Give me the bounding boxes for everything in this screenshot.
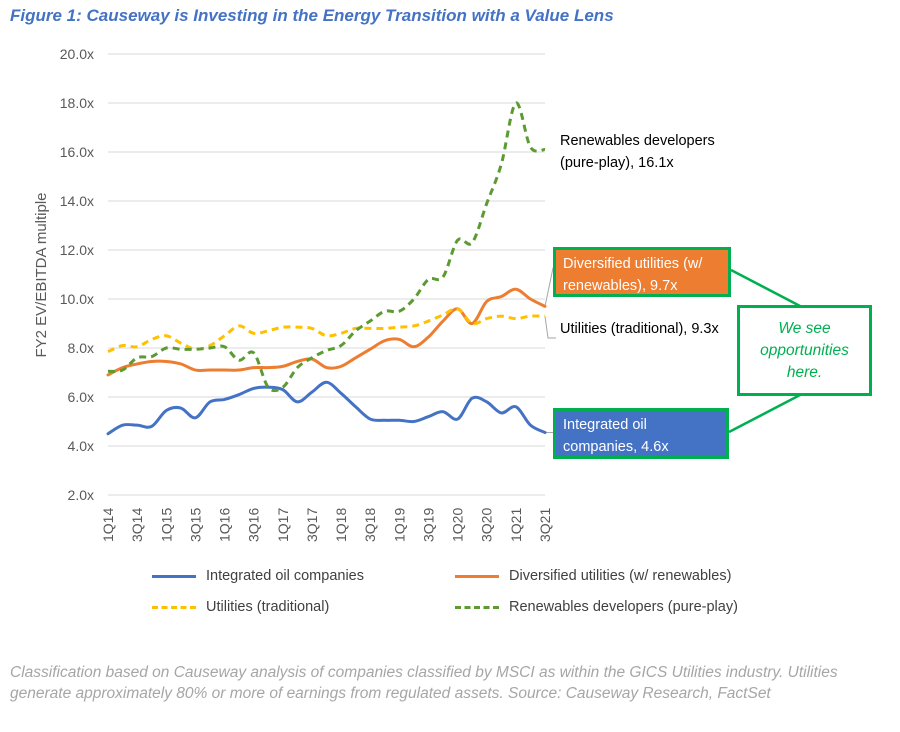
legend-item-diversified: Diversified utilities (w/ renewables)	[455, 568, 731, 584]
legend-item-oil: Integrated oil companies	[152, 568, 364, 584]
figure-title: Figure 1: Causeway is Investing in the E…	[10, 6, 614, 25]
annotation-utilities: Utilities (traditional), 9.3x	[560, 321, 719, 337]
x-tick-label: 3Q19	[420, 508, 436, 542]
legend-swatch	[455, 605, 499, 609]
callout-connector-bottom	[728, 393, 801, 434]
callout-connector-top	[730, 268, 801, 308]
y-tick-label: 4.0x	[68, 438, 94, 454]
legend-label: Integrated oil companies	[206, 568, 364, 584]
x-tick-label: 1Q21	[508, 508, 524, 542]
x-tick-label: 3Q21	[537, 508, 553, 542]
y-tick-label: 6.0x	[68, 389, 94, 405]
x-tick-label: 1Q15	[158, 508, 174, 542]
x-tick-label: 1Q18	[333, 508, 349, 542]
series-line-2	[107, 307, 546, 354]
series-line-0	[106, 380, 547, 436]
annotation-oil: Integrated oil companies, 4.6x	[553, 408, 729, 459]
x-tick-label: 1Q14	[100, 508, 116, 542]
legend-label: Diversified utilities (w/ renewables)	[509, 568, 732, 584]
y-axis-label: FY2 EV/EBITDA multiple	[33, 192, 50, 357]
legend-swatch	[152, 605, 196, 609]
y-tick-label: 16.0x	[60, 144, 94, 160]
y-tick-label: 14.0x	[60, 193, 94, 209]
x-tick-label: 1Q16	[217, 508, 233, 542]
series-line-3	[107, 101, 546, 393]
footnote: Classification based on Causeway analysi…	[10, 664, 838, 702]
legend-item-renewables: Renewables developers (pure-play)	[455, 599, 738, 615]
y-tick-label: 8.0x	[68, 340, 94, 356]
x-tick-label: 1Q19	[391, 508, 407, 542]
x-tick-label: 1Q20	[450, 508, 466, 542]
leader-line-utilities	[544, 316, 556, 339]
legend-swatch	[455, 574, 499, 578]
x-tick-label: 3Q16	[246, 508, 262, 542]
x-tick-label: 3Q18	[362, 508, 378, 542]
legend-item-utilities: Utilities (traditional)	[152, 599, 329, 615]
legend-swatch	[152, 574, 196, 578]
x-tick-label: 3Q14	[129, 508, 145, 542]
legend-label: Renewables developers (pure-play)	[509, 599, 738, 615]
x-tick-label: 1Q17	[275, 508, 291, 542]
x-tick-label: 3Q20	[479, 508, 495, 542]
y-tick-label: 2.0x	[68, 487, 94, 503]
x-tick-label: 3Q17	[304, 508, 320, 542]
annotation-renewables: Renewables developers (pure-play), 16.1x	[560, 133, 715, 171]
annotation-diversified: Diversified utilities (w/ renewables), 9…	[553, 247, 731, 297]
y-tick-label: 12.0x	[60, 242, 94, 258]
legend-label: Utilities (traditional)	[206, 599, 330, 615]
y-tick-label: 20.0x	[60, 46, 94, 62]
series-line-1	[106, 287, 547, 377]
y-tick-label: 10.0x	[60, 291, 94, 307]
line-chart: 2.0x 4.0x 6.0x 8.0x 10.0x 12.0x 14.0x 16.0x 18.0…	[33, 46, 801, 542]
y-tick-label: 18.0x	[60, 95, 94, 111]
x-tick-label: 3Q15	[187, 508, 203, 542]
callout-box: We see opportunities here.	[737, 305, 872, 396]
